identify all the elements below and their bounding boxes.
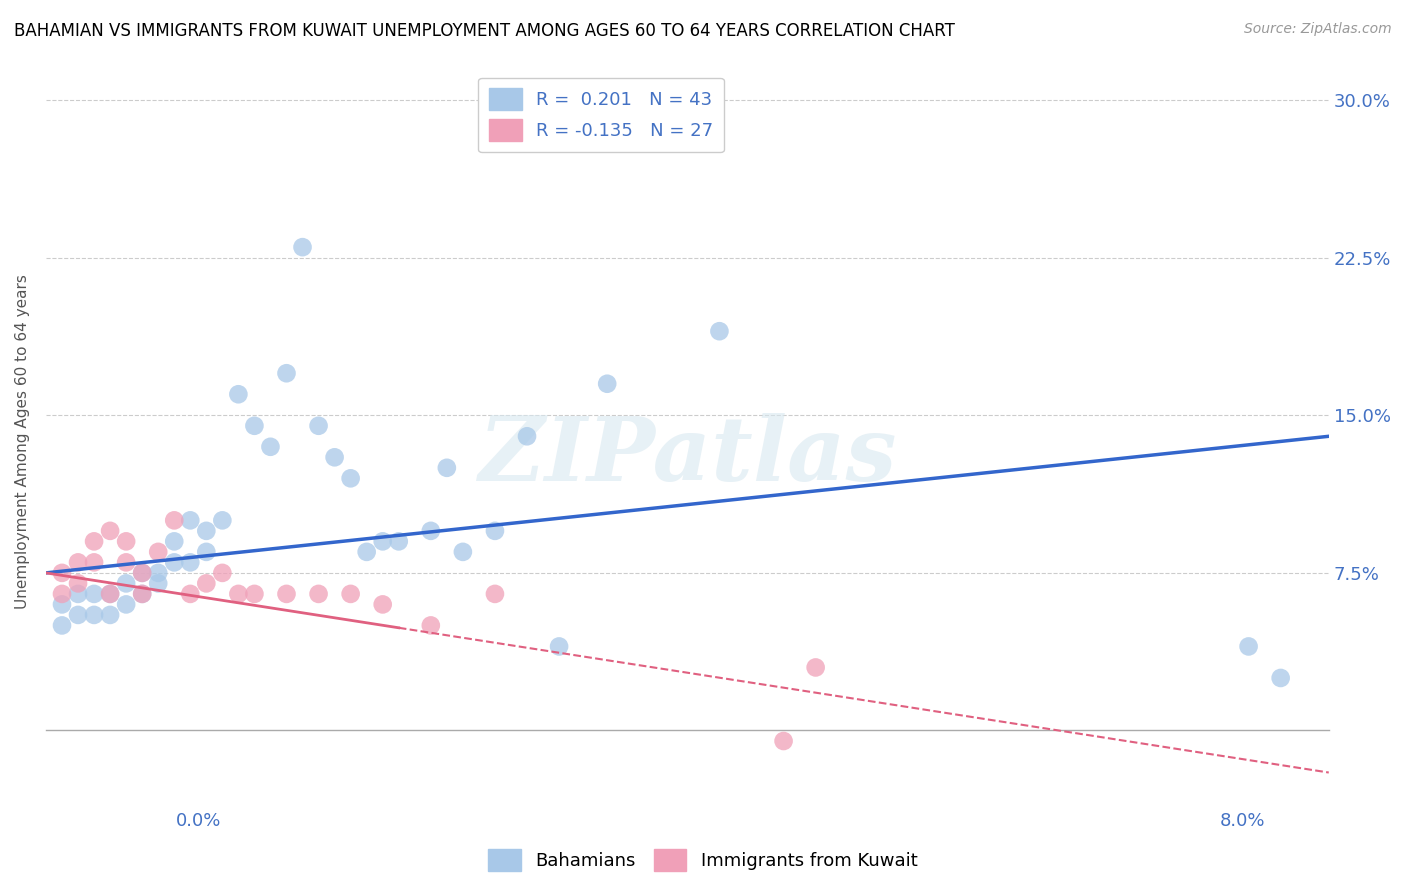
Point (148, 576, 170, 591)
Point (516, 429, 538, 443)
Point (1270, 671, 1292, 685)
Point (83, 607, 105, 622)
Point (67, 587, 90, 601)
Point (419, 524, 441, 538)
Point (51, 598, 73, 612)
Point (211, 513, 233, 527)
Point (484, 587, 506, 601)
Point (195, 524, 218, 538)
Point (51, 587, 73, 601)
Text: 0.0%: 0.0% (176, 812, 221, 830)
Point (772, 734, 794, 748)
Point (195, 576, 218, 591)
Point (148, 545, 170, 559)
Text: Source: ZipAtlas.com: Source: ZipAtlas.com (1244, 22, 1392, 37)
Point (148, 566, 170, 580)
Point (228, 587, 250, 601)
Point (131, 566, 153, 580)
Point (308, 587, 330, 601)
Point (131, 587, 153, 601)
Point (451, 545, 474, 559)
Point (67, 576, 90, 591)
Point (259, 440, 281, 454)
Point (276, 366, 298, 380)
Point (98, 587, 121, 601)
Point (339, 471, 361, 485)
Point (83, 534, 105, 549)
Point (484, 524, 506, 538)
Point (419, 618, 441, 632)
Point (115, 555, 138, 569)
Point (308, 418, 330, 433)
Text: BAHAMIAN VS IMMIGRANTS FROM KUWAIT UNEMPLOYMENT AMONG AGES 60 TO 64 YEARS CORREL: BAHAMIAN VS IMMIGRANTS FROM KUWAIT UNEMP… (14, 22, 955, 40)
Point (163, 513, 186, 527)
Point (1237, 640, 1260, 654)
Point (644, 135, 666, 149)
Point (98, 587, 121, 601)
Point (179, 513, 201, 527)
Legend: Bahamians, Immigrants from Kuwait: Bahamians, Immigrants from Kuwait (481, 842, 925, 879)
Point (83, 555, 105, 569)
Point (98, 524, 121, 538)
Point (179, 555, 201, 569)
Point (179, 587, 201, 601)
Point (548, 640, 571, 654)
Point (67, 607, 90, 622)
Point (115, 598, 138, 612)
Point (243, 418, 266, 433)
Text: 8.0%: 8.0% (1220, 812, 1265, 830)
Point (709, 324, 731, 338)
Point (356, 545, 378, 559)
Point (243, 587, 266, 601)
Point (163, 534, 186, 549)
Point (804, 660, 827, 674)
Point (67, 555, 90, 569)
Point (115, 534, 138, 549)
Point (228, 387, 250, 401)
Point (131, 566, 153, 580)
Point (371, 534, 394, 549)
Point (436, 460, 458, 475)
Point (371, 598, 394, 612)
Point (596, 376, 619, 391)
Point (51, 618, 73, 632)
Point (291, 240, 314, 254)
Point (51, 566, 73, 580)
Point (195, 545, 218, 559)
Point (276, 587, 298, 601)
Point (211, 566, 233, 580)
Legend: R =  0.201   N = 43, R = -0.135   N = 27: R = 0.201 N = 43, R = -0.135 N = 27 (478, 78, 724, 153)
Point (115, 576, 138, 591)
Text: ZIPatlas: ZIPatlas (478, 413, 896, 500)
Y-axis label: Unemployment Among Ages 60 to 64 years: Unemployment Among Ages 60 to 64 years (15, 274, 30, 609)
Point (163, 555, 186, 569)
Point (98, 607, 121, 622)
Point (83, 587, 105, 601)
Point (323, 450, 346, 465)
Point (131, 587, 153, 601)
Point (388, 534, 411, 549)
Point (339, 587, 361, 601)
